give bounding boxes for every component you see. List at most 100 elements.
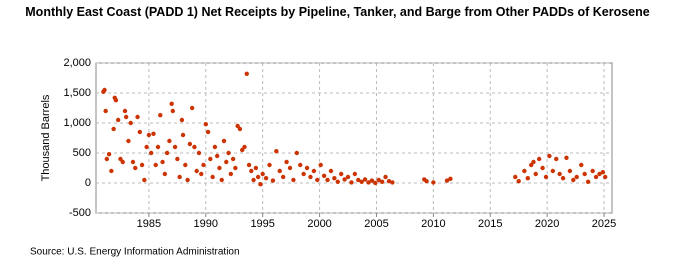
point [263,176,269,181]
point [338,171,344,177]
point [274,149,279,154]
point [246,162,252,168]
point [179,117,185,123]
point [540,165,545,171]
point [226,150,231,156]
point [228,171,234,177]
point [203,122,208,127]
chart-title: Monthly East Coast (PADD 1) Net Receipts… [25,5,650,19]
point [137,129,143,135]
point [242,144,247,150]
point [180,132,186,138]
point [567,168,573,174]
point [352,171,358,177]
point [111,126,116,132]
point [208,156,213,162]
point [349,180,354,185]
point [270,178,276,183]
point [321,173,327,178]
point [162,171,168,177]
point [113,98,119,103]
point [217,165,222,171]
point [593,174,599,180]
point [328,168,334,174]
point [148,150,154,156]
point [390,180,395,185]
point [170,108,176,114]
point [183,162,188,168]
point [189,105,195,111]
point [342,177,347,182]
point [267,162,272,168]
point [201,162,206,168]
point [167,138,172,144]
point [172,144,178,150]
point [196,150,202,156]
x-tick-label: 1985 [137,218,161,230]
point [104,156,110,162]
point [444,178,450,183]
point [287,165,293,171]
point [155,144,161,150]
point [280,174,286,180]
point [431,180,436,185]
x-tick-label: 1995 [250,218,274,230]
point [525,176,531,181]
point [103,108,108,114]
y-tick-label: 1,000 [63,117,91,129]
y-axis-label: Thousand Barrels [40,94,52,181]
point [160,159,165,165]
point [109,168,114,174]
point [373,180,378,186]
point [362,177,368,182]
point [251,177,256,183]
point [597,171,602,177]
point [304,165,310,171]
point [590,168,595,174]
point [185,177,190,183]
point [192,144,197,150]
point [249,168,254,174]
point [424,179,429,184]
point [291,177,296,183]
point [335,179,340,184]
y-tick-label: -500 [69,207,91,219]
point [199,171,204,177]
point [255,174,261,180]
point [144,144,149,150]
point [258,182,263,187]
point [120,159,125,165]
point [547,153,552,159]
point [359,179,364,184]
x-tick-label: 2025 [592,218,616,230]
point [345,174,351,180]
y-tick-label: 0 [85,177,91,189]
point [194,168,199,174]
point [308,174,313,180]
point [376,177,381,183]
point [177,174,182,180]
x-tick-label: 2020 [535,218,559,230]
point [543,174,549,180]
point [219,177,224,183]
point [187,141,193,147]
point [164,150,170,156]
point [230,156,236,162]
x-tick-label: 2015 [478,218,502,230]
point [102,87,107,93]
point [210,174,215,180]
point [571,177,576,183]
point [123,114,129,120]
point [383,174,388,180]
point [579,162,584,168]
point [158,113,163,118]
point [531,159,536,165]
point [235,123,240,129]
point [602,174,608,180]
point [240,147,245,153]
point [318,162,323,168]
point [118,156,123,162]
point [233,165,238,171]
y-tick-label: 500 [73,147,91,159]
